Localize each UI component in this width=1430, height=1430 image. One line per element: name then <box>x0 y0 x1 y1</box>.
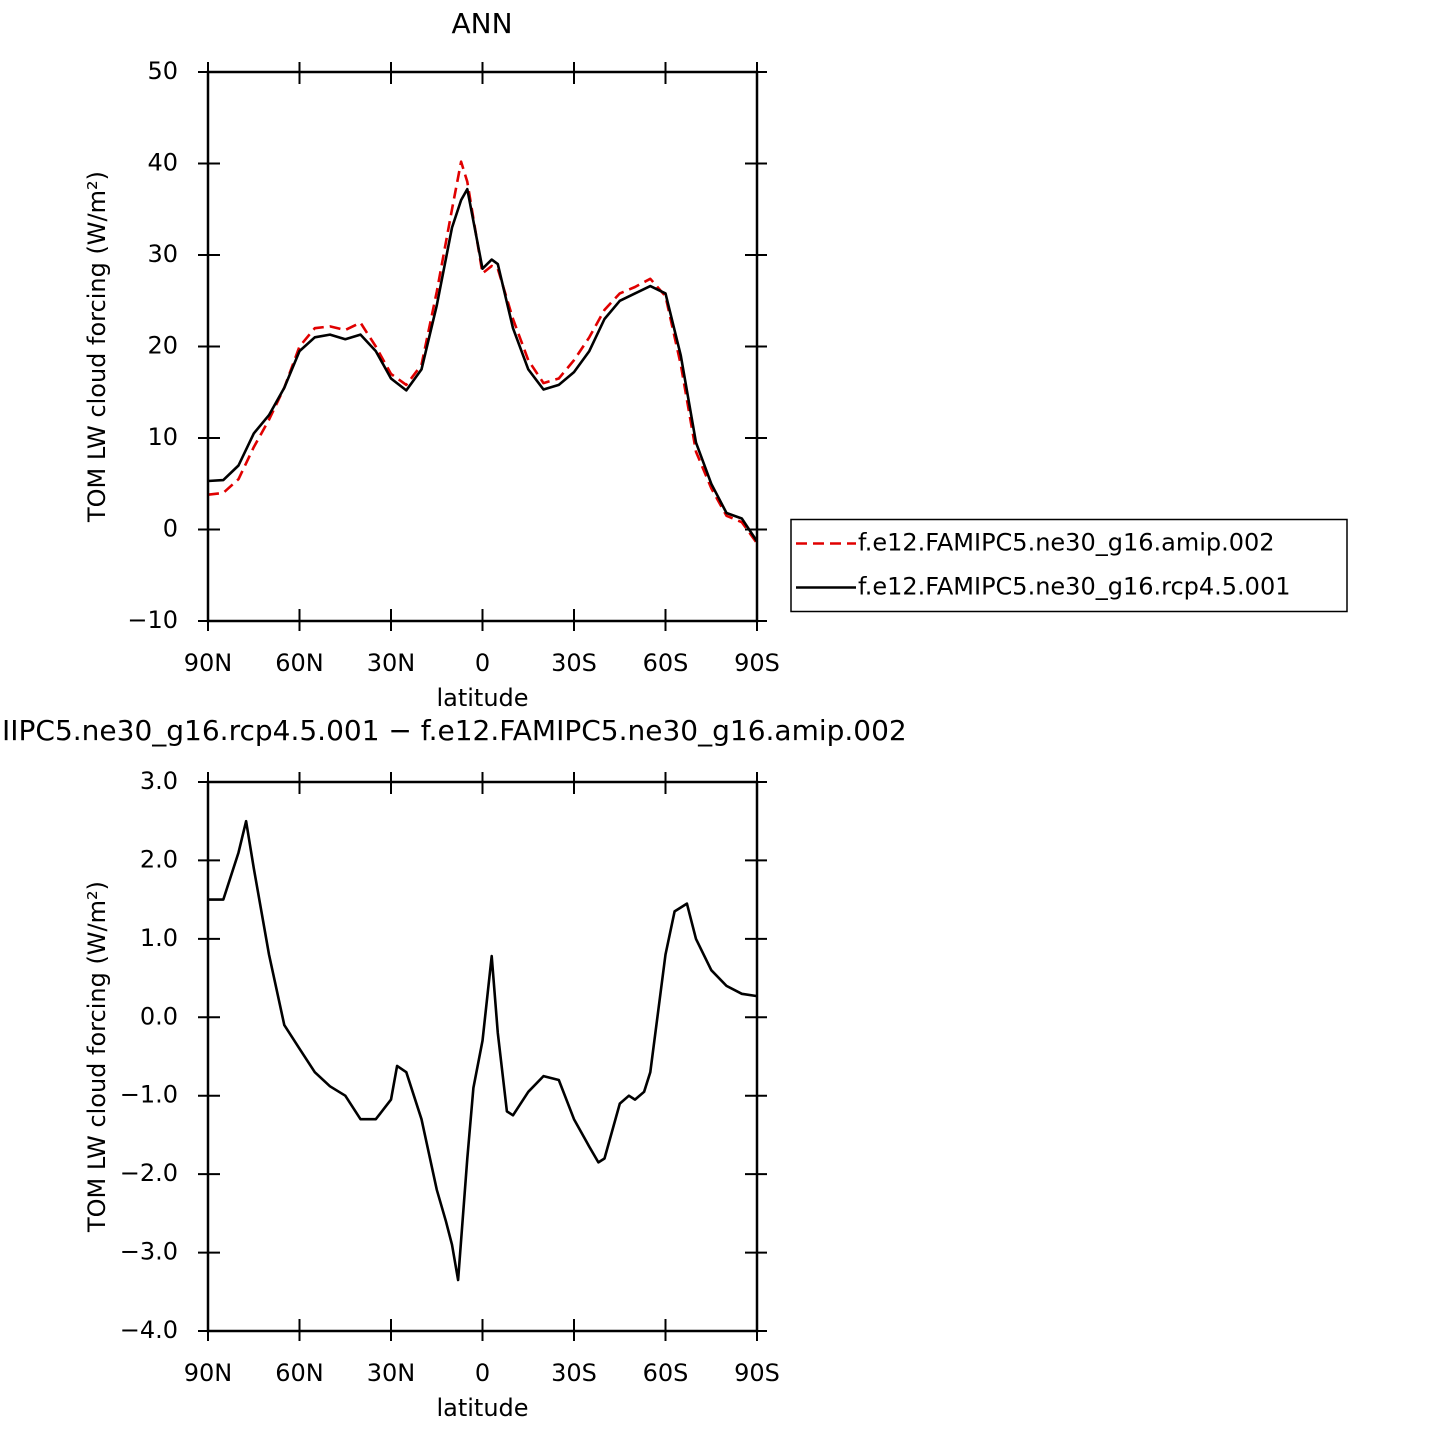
x-tick-label: 0 <box>475 649 490 677</box>
y-axis-label: TOM LW cloud forcing (W/m²) <box>83 171 111 523</box>
y-tick-label: 3.0 <box>140 767 178 795</box>
x-tick-label: 30S <box>551 649 597 677</box>
data-line <box>208 819 758 1282</box>
x-tick-label: 60N <box>275 649 324 677</box>
data-line <box>207 187 759 543</box>
plot-frame <box>206 70 759 623</box>
y-tick-label: −3.0 <box>120 1238 178 1266</box>
y-tick-label: 0.0 <box>140 1002 178 1030</box>
x-tick-label: 90S <box>734 1359 780 1387</box>
x-axis-label: latitude <box>436 684 528 712</box>
legend-label: f.e12.FAMIPC5.ne30_g16.rcp4.5.001 <box>858 573 1291 601</box>
x-tick-label: 60S <box>643 649 689 677</box>
y-tick-label: 0 <box>163 515 178 543</box>
y-tick-label: 50 <box>147 57 178 85</box>
plot-frame <box>206 780 759 1333</box>
x-tick-label: 60S <box>643 1359 689 1387</box>
x-tick-label: 30N <box>367 649 416 677</box>
y-tick-label: −4.0 <box>120 1316 178 1344</box>
y-axis-label: TOM LW cloud forcing (W/m²) <box>83 881 111 1233</box>
y-tick-label: 2.0 <box>140 845 178 873</box>
x-tick-label: 60N <box>275 1359 324 1387</box>
legend-label: f.e12.FAMIPC5.ne30_g16.amip.002 <box>858 529 1275 557</box>
x-tick-label: 30N <box>367 1359 416 1387</box>
x-tick-label: 90N <box>184 649 233 677</box>
y-tick-label: 40 <box>147 149 178 177</box>
x-tick-label: 90N <box>184 1359 233 1387</box>
chart-title: ANN <box>451 7 512 40</box>
x-axis-label: latitude <box>436 1394 528 1422</box>
x-tick-label: 30S <box>551 1359 597 1387</box>
chart-title: IIPC5.ne30_g16.rcp4.5.001 − f.e12.FAMIPC… <box>2 714 907 747</box>
y-tick-label: 30 <box>147 240 178 268</box>
y-tick-label: 20 <box>147 332 178 360</box>
x-tick-label: 90S <box>734 649 780 677</box>
y-tick-label: 10 <box>147 423 178 451</box>
data-line <box>207 160 759 544</box>
legend-box <box>790 518 1348 613</box>
x-tick-label: 0 <box>475 1359 490 1387</box>
y-tick-label: −10 <box>127 606 178 634</box>
y-tick-label: −1.0 <box>120 1081 178 1109</box>
y-tick-label: −2.0 <box>120 1159 178 1187</box>
y-tick-label: 1.0 <box>140 924 178 952</box>
